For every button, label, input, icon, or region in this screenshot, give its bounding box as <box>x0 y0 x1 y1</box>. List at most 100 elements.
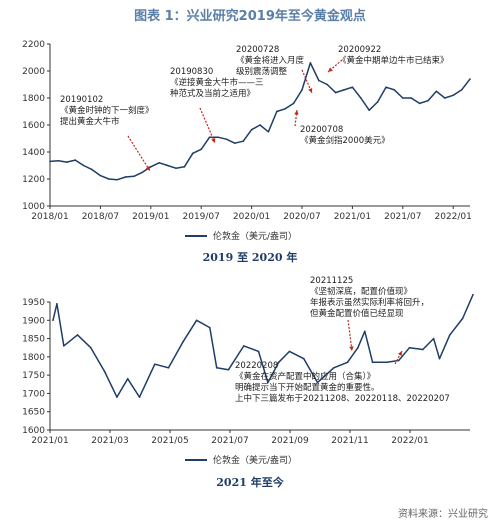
data-point <box>209 326 211 329</box>
data-point <box>357 346 359 349</box>
y-tick-label: 1600 <box>22 121 45 131</box>
data-point <box>208 136 211 138</box>
y-tick-label: 1200 <box>22 175 45 185</box>
x-tick-label: 2021/05 <box>151 436 188 446</box>
data-point <box>153 363 156 365</box>
annotation-text: 上中下三篇发布于20211208、20220118、20220207 <box>235 393 450 404</box>
annotation-text: 但黄金配置价值已经显现 <box>310 308 404 319</box>
y-tick-label: 2200 <box>22 40 45 50</box>
data-point <box>215 367 218 369</box>
data-point <box>452 94 455 97</box>
data-point <box>150 166 152 168</box>
data-point <box>175 167 177 169</box>
x-tick-label: 2019/01 <box>132 212 169 222</box>
annotation-arrowhead <box>294 110 299 115</box>
data-point <box>124 176 127 178</box>
annotation-text: 《黄金在资产配置中的应用（合集）》 <box>235 371 375 382</box>
x-tick-label: 2021/07 <box>211 436 248 446</box>
data-point <box>276 110 278 113</box>
data-point <box>242 345 245 347</box>
data-point <box>368 109 371 111</box>
data-point <box>460 89 463 91</box>
data-point <box>141 171 144 174</box>
annotation-20190102: 20190102《黄金时钟的下一刻度》提出黄金大牛市 <box>60 95 154 172</box>
annotation-arrowhead <box>145 166 150 171</box>
chart-2019-2020: 1000 1200 1400 1600 1800 2000 2200 2018/01 2018/… <box>22 40 472 242</box>
data-point <box>126 378 129 380</box>
annotation-20200708: 20200708《黄金剑指2000美元》 <box>294 109 390 146</box>
data-point <box>301 89 303 91</box>
annotation-text: 《坚韧深底，配置价值现》 <box>310 286 412 297</box>
data-point <box>346 361 349 364</box>
annotation-date: 20190102 <box>60 95 103 105</box>
annotation-arrow <box>127 135 151 172</box>
data-point <box>91 168 93 171</box>
y-tick-label: 1750 <box>22 371 45 381</box>
chart-caption-2019-2020: 2019 至 2020 年 <box>202 251 298 264</box>
data-point <box>421 348 424 351</box>
data-point <box>444 97 446 99</box>
data-point <box>316 381 319 384</box>
x-tick-label: 2020/07 <box>283 212 320 222</box>
x-tick-label: 2021/11 <box>331 436 368 446</box>
data-point <box>432 337 435 340</box>
data-point <box>242 140 244 142</box>
annotation-text: 提出黄金大牛市 <box>60 116 120 127</box>
y-tick-label: 1800 <box>22 353 45 363</box>
annotation-date: 20220208 <box>235 361 278 371</box>
data-point <box>66 161 68 163</box>
annotation-arrowhead <box>328 67 333 72</box>
annotation-20220208: 20220208《黄金在资产配置中的应用（合集）》明确提示当下开始配置黄金的重要… <box>235 350 450 404</box>
annotation-arrowhead <box>349 346 354 351</box>
data-point <box>267 130 270 133</box>
data-point <box>116 178 118 181</box>
annotation-text: 级别震荡调整 <box>236 66 288 77</box>
data-point <box>158 162 160 164</box>
x-tick-label: 2022/01 <box>391 436 428 446</box>
data-point <box>90 346 92 349</box>
annotation-arrowhead <box>211 138 216 143</box>
y-tick-label: 1850 <box>22 335 45 345</box>
data-point <box>217 136 219 138</box>
data-point <box>284 108 287 110</box>
annotation-text: 《黄金将进入月度 <box>236 55 305 66</box>
data-point <box>449 334 451 336</box>
data-point <box>376 101 379 103</box>
data-point <box>257 350 260 353</box>
annotation-arrowhead <box>397 351 402 356</box>
data-point <box>318 79 320 82</box>
annotation-text: 明确提示当下开始配置黄金的重要性。 <box>235 382 380 393</box>
annotation-date: 20200708 <box>300 125 343 135</box>
annotation-20200922: 20200922《黄金中期单边牛市已结束》 <box>327 45 449 73</box>
data-point <box>427 99 429 102</box>
data-point <box>435 90 438 93</box>
data-point <box>461 317 464 320</box>
data-point <box>326 83 329 86</box>
data-point <box>277 361 280 364</box>
annotation-text: 年报表示虽然实际利率将回升， <box>310 297 429 308</box>
data-point <box>385 86 387 88</box>
data-point <box>76 334 79 336</box>
data-point <box>302 357 305 360</box>
data-point <box>225 138 228 140</box>
x-tick-label: 2022/01 <box>435 212 472 222</box>
legend-label: 伦敦金（美元/盎司） <box>213 454 297 466</box>
x-tick-label: 2021/07 <box>384 212 421 222</box>
data-point <box>200 148 202 151</box>
data-point <box>363 330 366 333</box>
data-point <box>360 97 362 99</box>
data-point <box>56 303 58 305</box>
data-point <box>99 174 102 177</box>
annotation-arrow <box>294 109 298 127</box>
chart-caption-2021-present: 2021 年至今 <box>216 476 284 489</box>
y-tick-label: 1800 <box>22 94 45 104</box>
annotation-date: 20200922 <box>338 45 381 55</box>
data-point <box>393 89 396 91</box>
data-point <box>288 350 291 353</box>
data-point <box>267 381 269 384</box>
annotation-text: 《黄金中期单边牛市已结束》 <box>338 55 449 66</box>
x-tick-label: 2021/03 <box>91 436 128 446</box>
data-point <box>57 159 60 162</box>
data-point <box>103 370 106 373</box>
